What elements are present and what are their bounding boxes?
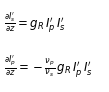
Text: $\frac{\partial I^{\prime}_{p}}{\partial z} = -\frac{\nu_{p}}{\nu_{s}}\,g_{R}\,I: $\frac{\partial I^{\prime}_{p}}{\partial…: [4, 54, 93, 80]
Text: $\frac{\partial I^{\prime}_{s}}{\partial z} = g_{R}\,I^{\prime}_{p}\,I^{\prime}_: $\frac{\partial I^{\prime}_{s}}{\partial…: [4, 11, 66, 35]
